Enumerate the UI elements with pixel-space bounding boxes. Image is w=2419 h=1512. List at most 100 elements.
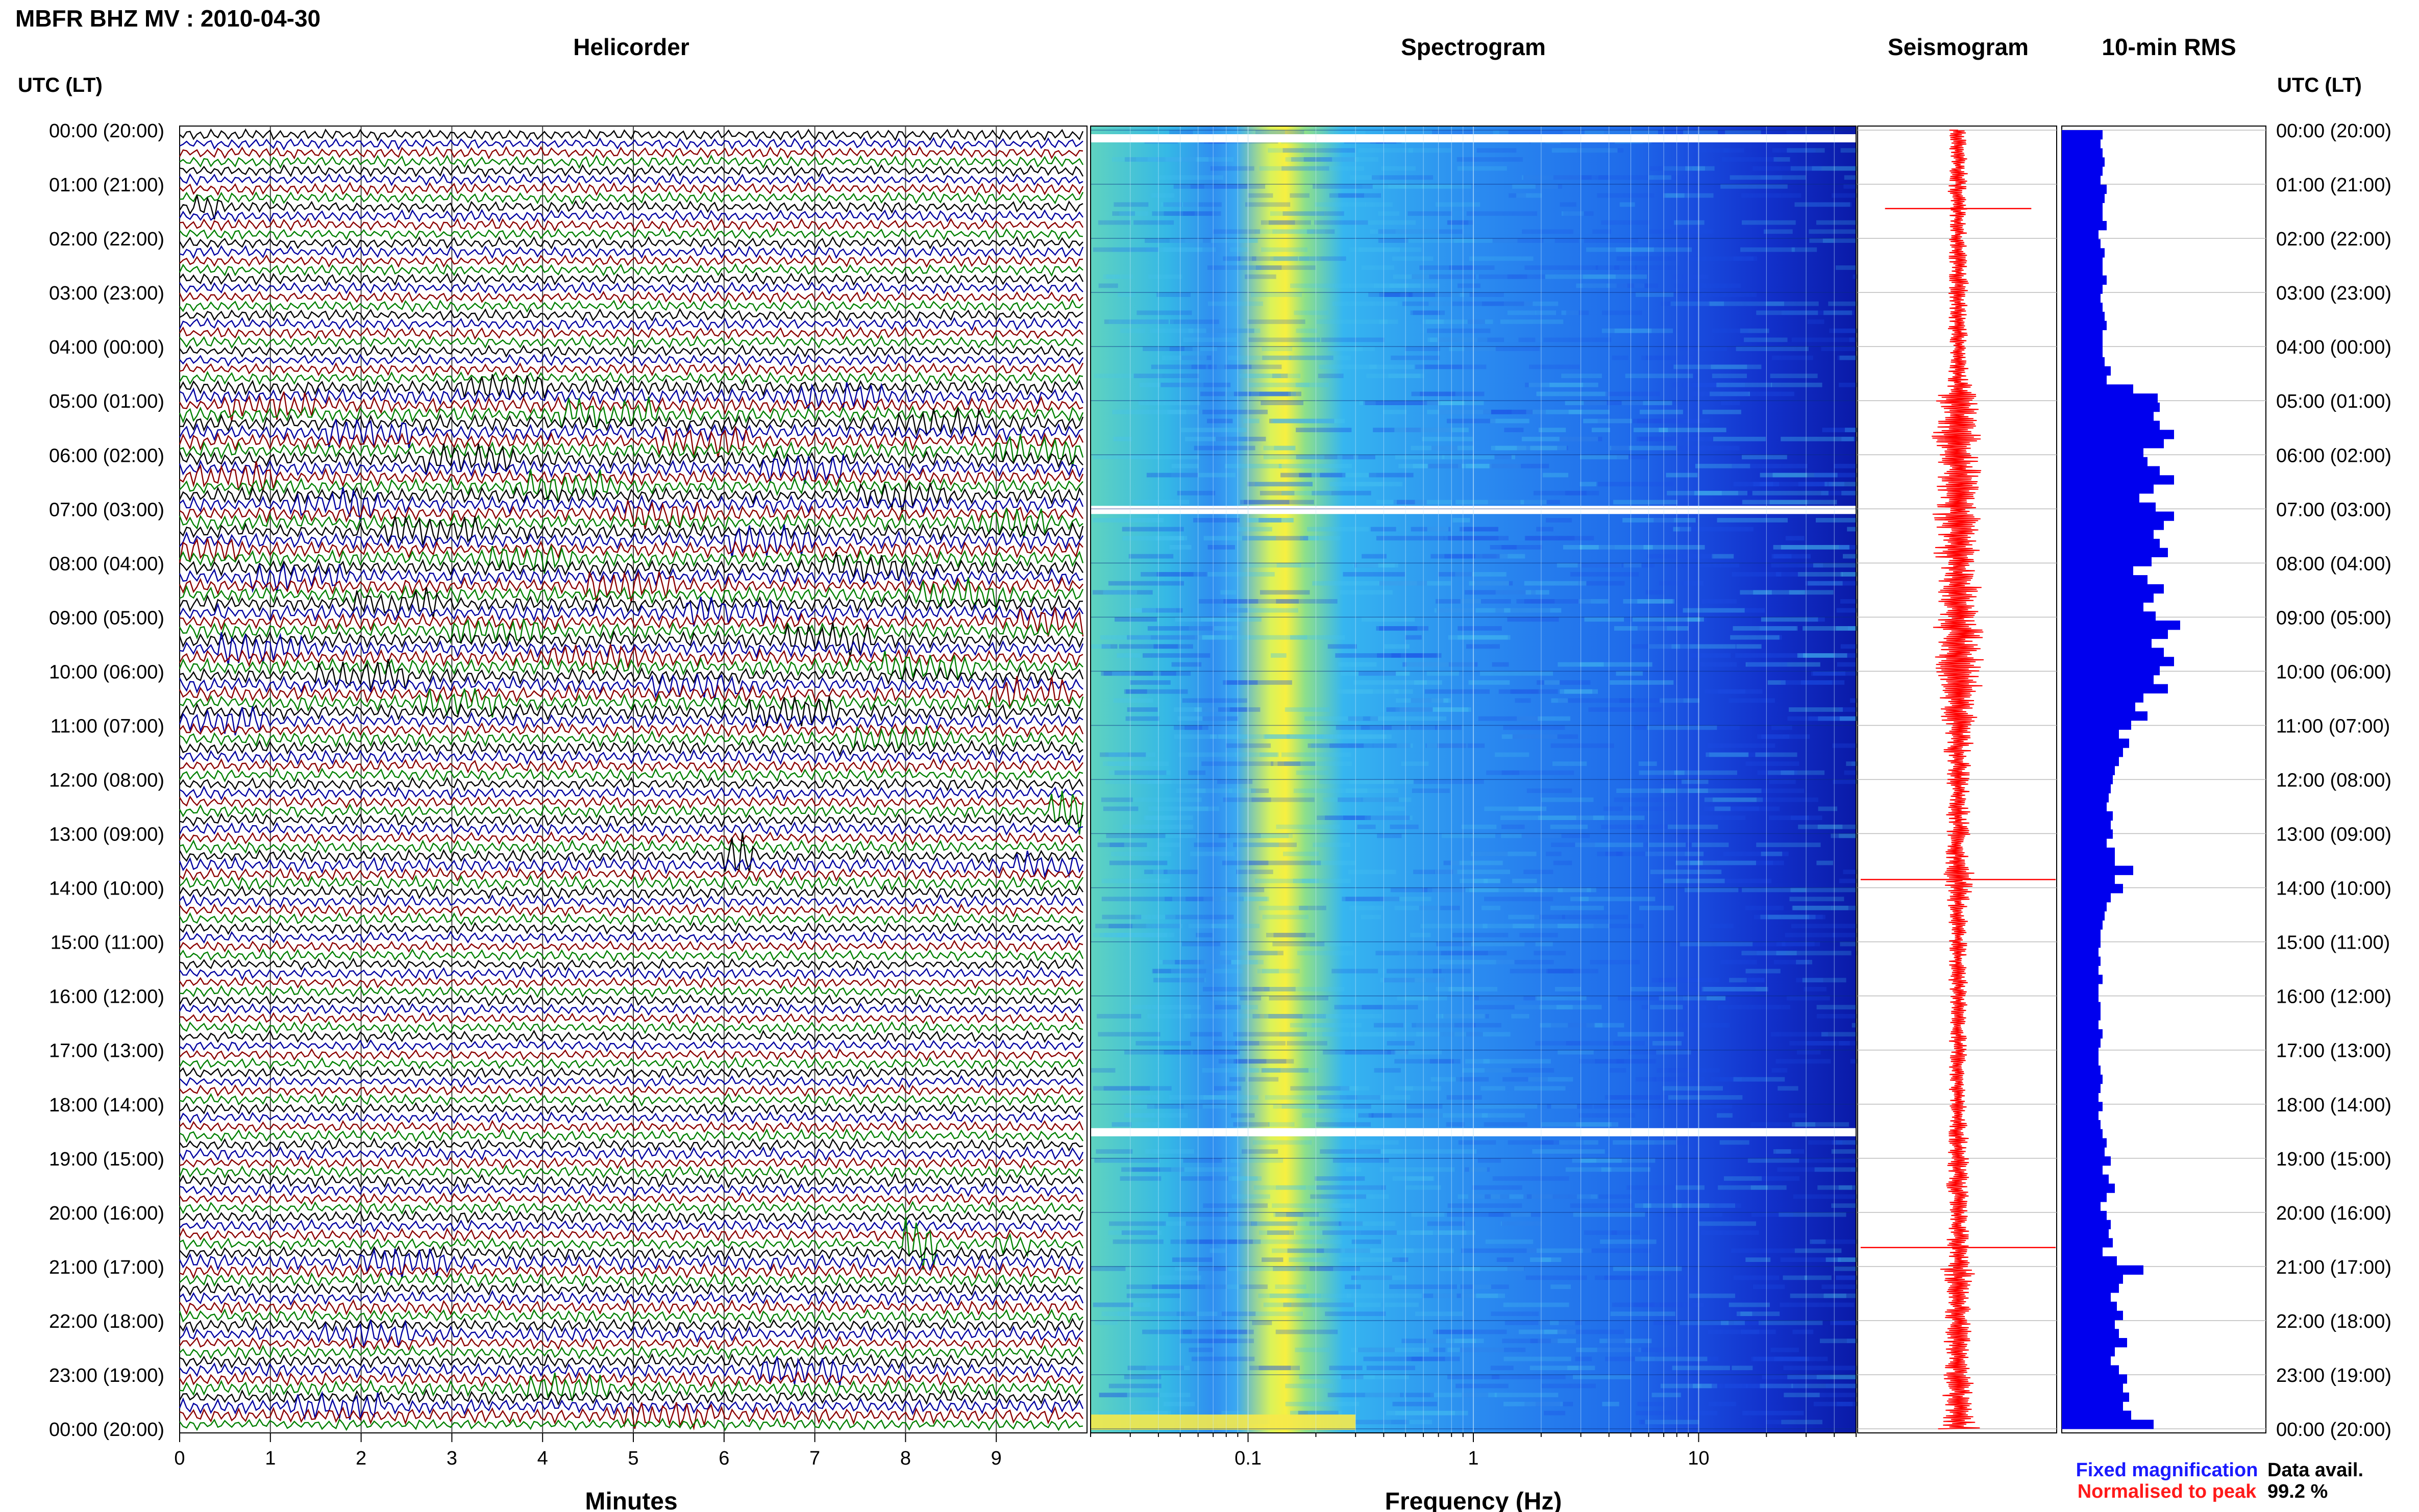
hour-tick-label-left: 02:00 (22:00) — [49, 229, 164, 250]
rms-bar — [2062, 1320, 2115, 1329]
rms-bar — [2062, 557, 2152, 566]
spectrogram-cell — [1122, 527, 1184, 532]
spectrogram-cell — [1214, 184, 1266, 189]
spectrogram-cell — [1198, 409, 1268, 414]
spectrogram-cell — [1275, 1329, 1338, 1334]
spectrogram-cell — [1273, 933, 1315, 937]
spectrogram-cell — [1321, 1095, 1346, 1100]
spectrogram-cell — [1167, 409, 1203, 414]
spectrogram-cell — [1385, 1302, 1419, 1307]
spectrogram-cell — [1317, 1176, 1334, 1181]
spectrogram-cell — [1613, 1140, 1676, 1145]
rms-bar — [2062, 1056, 2099, 1066]
spectrogram-cell — [1172, 1257, 1213, 1262]
spectrogram-cell — [1164, 211, 1195, 216]
helicorder-trace — [179, 839, 1084, 855]
spectrogram-cell — [1780, 1302, 1855, 1307]
rms-bar — [2062, 311, 2105, 321]
spectrogram-cell — [1673, 364, 1747, 369]
helicorder-trace — [179, 1003, 1084, 1017]
spectrogram-cell — [1803, 653, 1834, 658]
helicorder-trace — [179, 515, 1084, 546]
spectrogram-cell — [1181, 941, 1221, 947]
hour-tick-label-right: 04:00 (00:00) — [2276, 337, 2391, 358]
spectrogram-cell — [1412, 274, 1476, 279]
spectrogram-cell — [1233, 1032, 1307, 1037]
spectrogram-cell — [1178, 752, 1237, 757]
spectrogram-cell — [1507, 310, 1536, 315]
hour-tick-label-right: 03:00 (23:00) — [2276, 283, 2391, 304]
spectrogram-cell — [1535, 310, 1556, 315]
spectrogram-cell — [1605, 1095, 1679, 1100]
spectrogram-cell — [1794, 202, 1850, 207]
spectrogram-cell — [1530, 445, 1558, 451]
rms-bar — [2062, 602, 2143, 612]
spectrogram-cell — [1215, 436, 1266, 441]
spectrogram-cell — [1317, 734, 1387, 739]
spectrogram-cell — [1177, 716, 1227, 721]
spectrogram-cell — [1746, 1383, 1808, 1389]
spectrogram-cell — [1289, 1257, 1327, 1262]
spectrogram-cell — [1458, 626, 1502, 631]
spectrogram-cell — [1124, 1113, 1188, 1118]
spectrogram-cell — [1207, 265, 1246, 270]
spectrogram-cell — [1601, 328, 1673, 333]
spectrogram-cell — [1463, 527, 1499, 532]
spectrogram-cell — [1184, 1311, 1218, 1316]
spectrogram-cell — [1804, 914, 1825, 920]
spectrogram-cell — [1165, 914, 1234, 920]
spectrogram-cell — [1633, 428, 1668, 432]
rms-bar — [2062, 339, 2103, 349]
spectrogram-cell — [1144, 870, 1168, 874]
helicorder-trace — [179, 688, 1084, 718]
spectrogram-cell — [1776, 572, 1800, 577]
spectrogram-cell — [1744, 337, 1788, 342]
spectrogram-cell — [1491, 445, 1526, 451]
spectrogram-cell — [1263, 1302, 1292, 1307]
spectrogram-cell — [1242, 1149, 1278, 1154]
helicorder-trace — [179, 217, 1084, 232]
spectrogram-cell — [1244, 500, 1314, 505]
spectrogram-cell — [1580, 662, 1652, 667]
spectrogram-cell — [1673, 527, 1691, 532]
spectrogram-cell — [1315, 202, 1366, 207]
spectrogram-cell — [1484, 897, 1553, 902]
spectrogram-cell — [1103, 761, 1133, 766]
spectrogram-cell — [1675, 860, 1703, 865]
spectrogram-cell — [1776, 951, 1852, 956]
spectrogram-cell — [1635, 1203, 1651, 1208]
spectrogram-cell — [1453, 238, 1518, 243]
spectrogram-cell — [1147, 626, 1214, 631]
spectrogram-cell — [1391, 653, 1437, 658]
spectrogram-cell — [1675, 1185, 1705, 1190]
spectrogram-cell — [1798, 653, 1862, 658]
spectrogram-cell — [1757, 734, 1810, 739]
spectrogram-cell — [1519, 933, 1558, 937]
spectrogram-cell — [1626, 1185, 1692, 1190]
spectrogram-cell — [1482, 1113, 1525, 1118]
spectrogram-cell — [1770, 1032, 1828, 1037]
helicorder-trace — [179, 145, 1083, 160]
rms-bar — [2062, 448, 2143, 458]
spectrogram-cell — [1816, 220, 1883, 225]
spectrogram-cell — [1386, 969, 1442, 974]
spectrogram-cell — [1245, 202, 1291, 207]
spectrogram-cell — [1223, 680, 1292, 685]
spectrogram-cell — [1221, 897, 1268, 902]
rms-bar — [2062, 1083, 2101, 1094]
spectrogram-cell — [1265, 1095, 1340, 1100]
spectrogram-cell — [1601, 824, 1643, 829]
spectrogram-cell — [1276, 599, 1338, 604]
helicorder-trace — [179, 1402, 1084, 1431]
helicorder-trace — [179, 1102, 1083, 1116]
spectrogram-cell — [1753, 482, 1773, 487]
spectrogram-cell — [1576, 1347, 1641, 1352]
spectrogram-cell — [1141, 572, 1208, 577]
spectrogram-cell — [1237, 527, 1272, 532]
spectrogram-cell — [1762, 1375, 1830, 1379]
hour-tick-label-left: 19:00 (15:00) — [49, 1149, 164, 1170]
spectrogram-cell — [1636, 1410, 1681, 1416]
spectrogram-cell — [1401, 1339, 1446, 1344]
spectrogram-cell — [1201, 761, 1274, 766]
rms-bar — [2062, 303, 2103, 312]
